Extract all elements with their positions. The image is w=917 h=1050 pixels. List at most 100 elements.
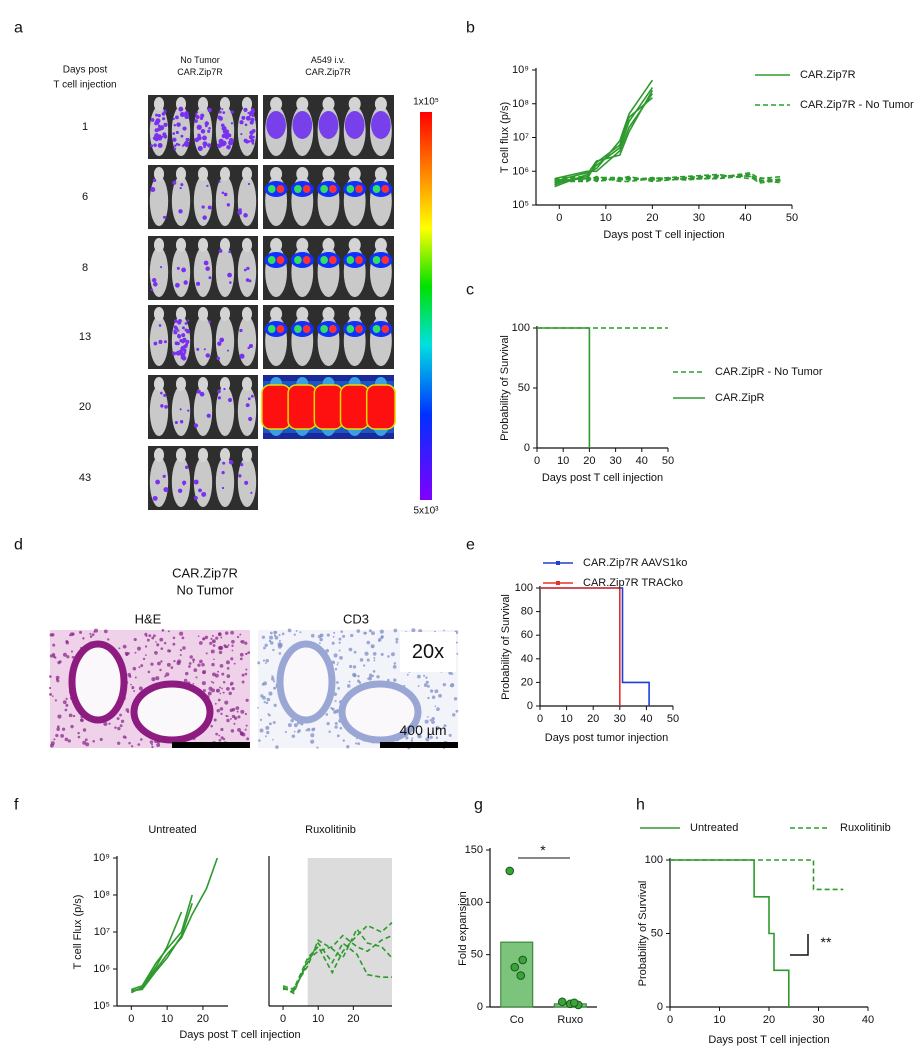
cell <box>239 633 242 636</box>
signal <box>318 111 339 139</box>
cell <box>434 689 439 694</box>
mouse <box>237 176 257 226</box>
signal-spot <box>230 110 234 114</box>
signal-spot <box>185 339 190 344</box>
mouse-head <box>175 307 187 321</box>
mouse-head <box>219 307 231 321</box>
cell <box>346 684 351 688</box>
cell <box>147 670 151 674</box>
signal-spot <box>208 276 212 280</box>
cell <box>60 734 65 738</box>
cell <box>210 649 215 654</box>
mouse <box>171 457 191 507</box>
signal <box>264 321 288 337</box>
y-axis-label: T cell flux (p/s) <box>499 102 511 173</box>
cell <box>373 659 376 662</box>
cell <box>334 699 337 703</box>
cell <box>244 728 247 731</box>
stain-label: CD3 <box>343 612 369 627</box>
mouse-head <box>197 167 209 181</box>
signal-spot <box>206 413 211 418</box>
x-tick-label: 0 <box>667 1014 673 1026</box>
cell <box>393 628 398 633</box>
cell <box>217 670 220 673</box>
scale-bar <box>380 742 458 748</box>
cell <box>373 657 376 659</box>
cell <box>226 718 230 723</box>
signal-spot <box>180 183 184 187</box>
cell <box>65 640 69 643</box>
signal-spot <box>221 125 227 132</box>
signal-spot <box>181 333 186 338</box>
mouse-head <box>348 167 361 181</box>
cell <box>213 718 217 722</box>
cell <box>159 668 162 672</box>
cell <box>151 743 154 746</box>
cell <box>221 687 223 690</box>
cell <box>258 739 261 742</box>
signal-spot <box>172 117 175 121</box>
cell <box>436 707 440 711</box>
mouse-head <box>197 97 209 111</box>
cell <box>219 686 221 689</box>
data-point <box>557 997 567 1007</box>
stain-label: H&E <box>135 612 162 627</box>
cell <box>291 734 296 738</box>
signal <box>371 111 391 139</box>
cell <box>166 662 171 667</box>
cell <box>310 633 315 638</box>
signal-spot <box>207 129 211 133</box>
cell <box>266 730 270 735</box>
cell <box>352 665 357 669</box>
signal-spot <box>195 113 198 116</box>
cell <box>316 746 319 749</box>
cell <box>337 662 339 664</box>
treatment-window <box>307 858 392 1006</box>
airway <box>68 640 128 724</box>
cell <box>340 630 344 633</box>
cell <box>54 656 57 659</box>
cell <box>170 666 174 669</box>
cell <box>233 662 236 665</box>
cell <box>210 637 213 640</box>
cell <box>326 633 330 637</box>
cell <box>227 715 229 717</box>
cell <box>48 686 52 690</box>
cell <box>211 688 215 693</box>
mouse-head <box>175 167 187 181</box>
cell <box>273 703 277 708</box>
cell <box>117 741 121 745</box>
cell <box>429 718 432 722</box>
panel-letter: e <box>466 537 475 554</box>
signal <box>355 256 363 264</box>
x-tick-label: 0 <box>537 713 543 725</box>
cell <box>443 724 447 728</box>
mouse-head <box>197 448 209 462</box>
signal-spot <box>208 320 211 324</box>
signal-spot <box>246 266 250 271</box>
y-tick-label: 40 <box>521 653 533 665</box>
signal-spot <box>227 397 233 403</box>
cell <box>62 700 67 705</box>
signal-spot <box>183 280 188 285</box>
x-tick-label: 30 <box>609 455 621 467</box>
panel-letter: f <box>14 797 19 814</box>
cell <box>274 635 279 640</box>
cell <box>188 662 192 665</box>
cell <box>119 713 122 717</box>
cell <box>82 637 85 640</box>
cell <box>411 737 414 740</box>
signal-spot <box>216 356 220 361</box>
signal-spot <box>157 127 162 132</box>
legend-label: Untreated <box>690 822 738 834</box>
cell <box>66 655 70 659</box>
cell <box>311 728 315 732</box>
cell <box>210 680 213 683</box>
data-point <box>510 962 520 972</box>
cell <box>114 726 117 729</box>
signal-spot <box>193 479 199 485</box>
cell <box>306 727 311 732</box>
cell <box>395 637 399 641</box>
cell <box>165 672 170 677</box>
cell <box>278 639 281 642</box>
